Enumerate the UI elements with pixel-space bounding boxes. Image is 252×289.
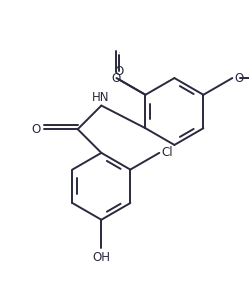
Text: Cl: Cl [161,146,173,159]
Text: O: O [234,72,243,85]
Text: HN: HN [92,91,109,104]
Text: O: O [32,123,41,136]
Text: O: O [115,65,124,78]
Text: OH: OH [92,251,110,264]
Text: O: O [112,72,121,85]
Text: O: O [119,52,120,53]
